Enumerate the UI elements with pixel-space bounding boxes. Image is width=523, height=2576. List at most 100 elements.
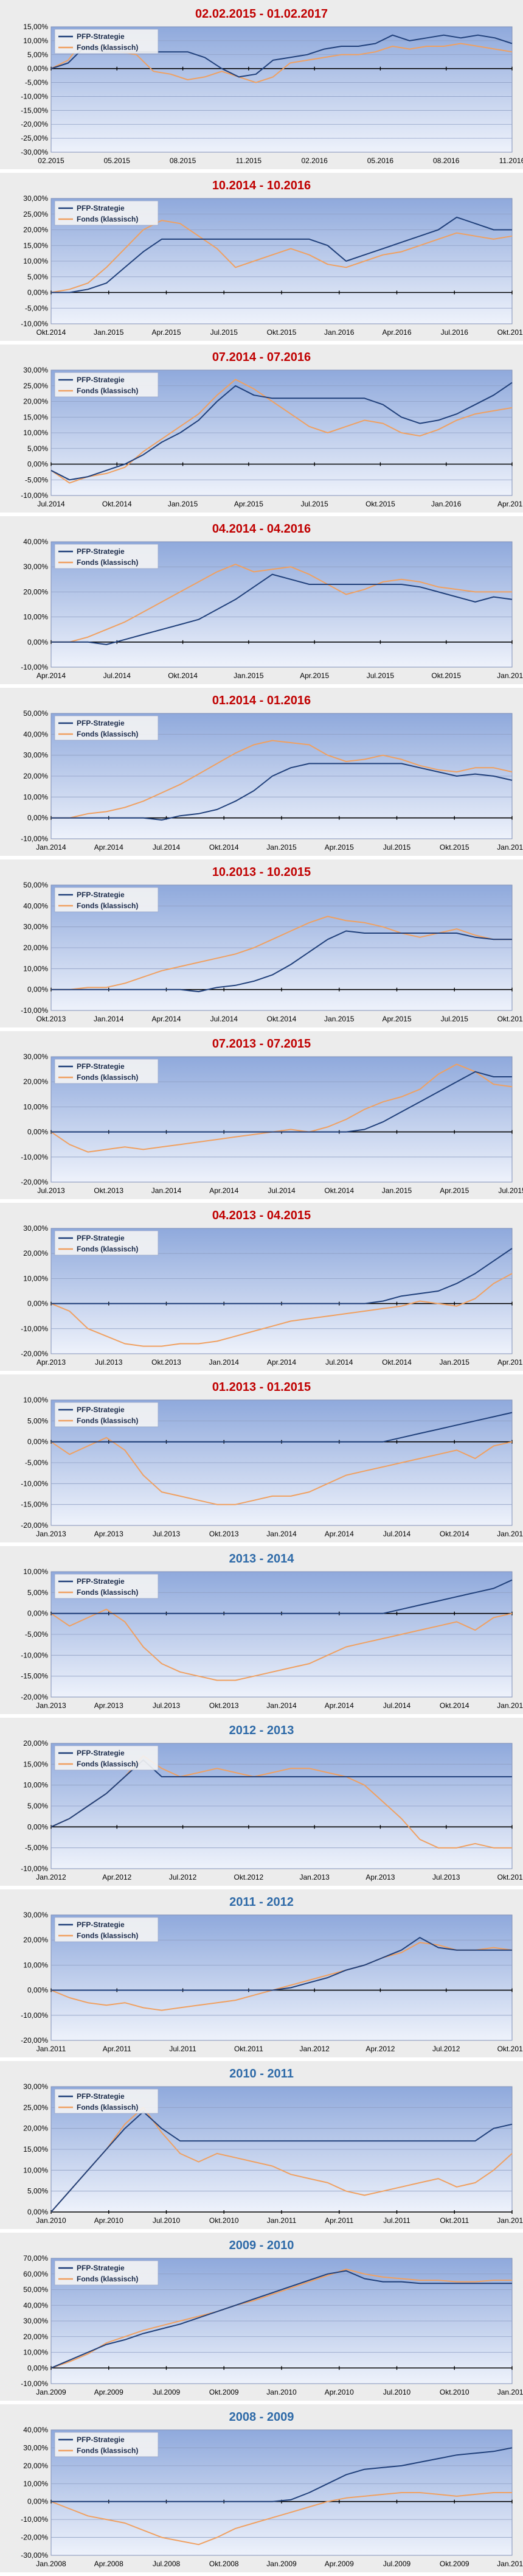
x-tick-label: Okt.2014 bbox=[324, 1186, 354, 1195]
y-tick-label: 30,00% bbox=[23, 751, 48, 760]
chart-panel: 2013 - 2014 -20,00% -15,00% -10,00% -5,00% 0,… bbox=[0, 1547, 523, 1712]
x-tick-label: Jan.2015 bbox=[382, 1186, 412, 1195]
y-tick-label: 20,00% bbox=[23, 1740, 48, 1748]
legend-label: Fonds (klassisch) bbox=[77, 1760, 138, 1768]
x-tick-label: Jul.2015 bbox=[383, 843, 411, 852]
x-tick-label: Apr.2011 bbox=[325, 2216, 353, 2225]
x-tick-label: Jan.2014 bbox=[94, 1015, 124, 1023]
y-tick-label: 10,00% bbox=[23, 1102, 48, 1111]
x-tick-label: Okt.2009 bbox=[209, 2388, 239, 2396]
legend-label: PFP-Strategie bbox=[77, 1234, 125, 1242]
legend-label: Fonds (klassisch) bbox=[77, 1416, 138, 1425]
legend: PFP-Strategie Fonds (klassisch) bbox=[54, 1230, 159, 1256]
x-tick-label: Jan.2015 bbox=[94, 328, 124, 337]
line-chart: -10,00% -5,00% 0,00% 5,00% 10,00% 15,00% 20,00… bbox=[21, 1740, 523, 1881]
y-tick-label: -10,00% bbox=[21, 2011, 48, 2020]
x-tick-label: Jan.2016 bbox=[324, 328, 355, 337]
x-tick-label: 02.2016 bbox=[301, 156, 328, 165]
y-tick-label: -5,00% bbox=[25, 1458, 48, 1467]
x-tick-label: Apr.2016 bbox=[497, 500, 523, 508]
x-tick-label: Jul.2012 bbox=[169, 1873, 197, 1881]
x-tick-label: Apr.2014 bbox=[325, 1701, 354, 1710]
y-tick-label: 30,00% bbox=[23, 1225, 48, 1233]
chart-title: 2011 - 2012 bbox=[229, 1895, 294, 1909]
series-line bbox=[51, 1412, 513, 1443]
panel-separator bbox=[0, 1714, 523, 1718]
chart-title: 2010 - 2011 bbox=[229, 2067, 294, 2081]
y-tick-label: 30,00% bbox=[23, 2443, 48, 2452]
y-tick-label: -10,00% bbox=[21, 1153, 48, 1161]
x-tick-label: Jan.2010 bbox=[36, 2216, 66, 2225]
x-tick-label: Okt.2013 bbox=[209, 1530, 239, 1538]
y-tick-label: 5,00% bbox=[27, 1416, 48, 1425]
legend: PFP-Strategie Fonds (klassisch) bbox=[54, 29, 159, 54]
y-tick-label: 0,00% bbox=[27, 2497, 48, 2506]
x-tick-label: Jan.2011 bbox=[36, 2045, 66, 2053]
legend-box bbox=[54, 2088, 159, 2114]
legend-label: PFP-Strategie bbox=[77, 1577, 125, 1586]
y-tick-label: -10,00% bbox=[21, 1651, 48, 1659]
legend-box bbox=[54, 1917, 159, 1942]
x-tick-label: Apr.2015 bbox=[151, 328, 181, 337]
x-tick-label: Jan.2010 bbox=[266, 2388, 297, 2396]
x-tick-label: Jan.2015 bbox=[440, 1358, 470, 1367]
legend-label: PFP-Strategie bbox=[77, 2264, 125, 2272]
legend-box bbox=[54, 1745, 159, 1771]
y-tick-label: 30,00% bbox=[23, 562, 48, 571]
legend-label: Fonds (klassisch) bbox=[77, 2103, 138, 2112]
x-tick-label: Jul.2008 bbox=[153, 2560, 181, 2568]
y-tick-label: 10,00% bbox=[23, 429, 48, 437]
x-tick-label: Apr.2013 bbox=[94, 1701, 123, 1710]
y-tick-label: 10,00% bbox=[23, 2348, 48, 2357]
x-tick-label: Apr.2011 bbox=[103, 2045, 131, 2053]
legend: PFP-Strategie Fonds (klassisch) bbox=[54, 2432, 159, 2457]
series-line bbox=[51, 1248, 513, 1304]
legend-box bbox=[54, 2432, 159, 2457]
series-line bbox=[51, 1071, 512, 1133]
legend-label: Fonds (klassisch) bbox=[77, 1245, 138, 1253]
x-tick-label: Okt.2014 bbox=[36, 328, 66, 337]
y-tick-label: -5,00% bbox=[25, 79, 48, 87]
series-line bbox=[50, 2270, 512, 2369]
y-tick-label: 10,00% bbox=[23, 793, 48, 801]
line-chart: -20,00% -15,00% -10,00% -5,00% 0,00% 5,00% 10,… bbox=[21, 1568, 523, 1710]
y-tick-label: -10,00% bbox=[21, 1006, 48, 1015]
series-line bbox=[50, 1942, 513, 2011]
x-tick-label: Jan.2014 bbox=[36, 843, 66, 852]
y-tick-label: 20,00% bbox=[23, 772, 48, 780]
x-tick-label: Apr.2012 bbox=[365, 2045, 395, 2053]
series-line bbox=[51, 573, 513, 645]
x-tick-label: Apr.2009 bbox=[325, 2560, 354, 2568]
x-tick-label: Jan.2014 bbox=[266, 1701, 297, 1710]
y-tick-label: 20,00% bbox=[23, 2462, 48, 2470]
series-line bbox=[50, 1759, 512, 1828]
x-tick-label: Jul.2014 bbox=[383, 1701, 411, 1710]
x-tick-label: Jul.2011 bbox=[383, 2216, 410, 2225]
x-tick-label: Jan.2014 bbox=[266, 1530, 297, 1538]
x-tick-label: Jul.2016 bbox=[441, 328, 469, 337]
y-tick-label: 20,00% bbox=[23, 587, 48, 596]
legend-label: Fonds (klassisch) bbox=[77, 43, 138, 52]
legend-label: PFP-Strategie bbox=[77, 547, 125, 556]
legend: PFP-Strategie Fonds (klassisch) bbox=[54, 372, 159, 397]
x-tick-label: Jan.2011 bbox=[497, 2388, 523, 2396]
y-tick-label: 70,00% bbox=[23, 2255, 48, 2263]
y-tick-label: 15,00% bbox=[23, 241, 48, 250]
y-tick-label: 25,00% bbox=[23, 2103, 48, 2112]
legend-label: Fonds (klassisch) bbox=[77, 1931, 138, 1940]
legend-label: Fonds (klassisch) bbox=[77, 558, 138, 567]
line-chart: -10,00% 0,00% 10,00% 20,00% 30,00% 40,00% 50,0… bbox=[21, 2255, 523, 2396]
series-line bbox=[50, 382, 513, 481]
y-tick-label: -5,00% bbox=[25, 1630, 48, 1639]
y-tick-label: -20,00% bbox=[21, 120, 48, 128]
y-tick-label: -5,00% bbox=[25, 304, 48, 312]
x-tick-label: Apr.2014 bbox=[267, 1358, 296, 1367]
y-tick-label: 20,00% bbox=[23, 1936, 48, 1944]
panel-separator bbox=[0, 1199, 523, 1203]
series-line bbox=[51, 1579, 513, 1614]
series-line bbox=[50, 2269, 512, 2369]
panel-separator bbox=[0, 2229, 523, 2233]
series-line bbox=[50, 1063, 513, 1153]
x-tick-label: Apr.2014 bbox=[325, 1530, 354, 1538]
